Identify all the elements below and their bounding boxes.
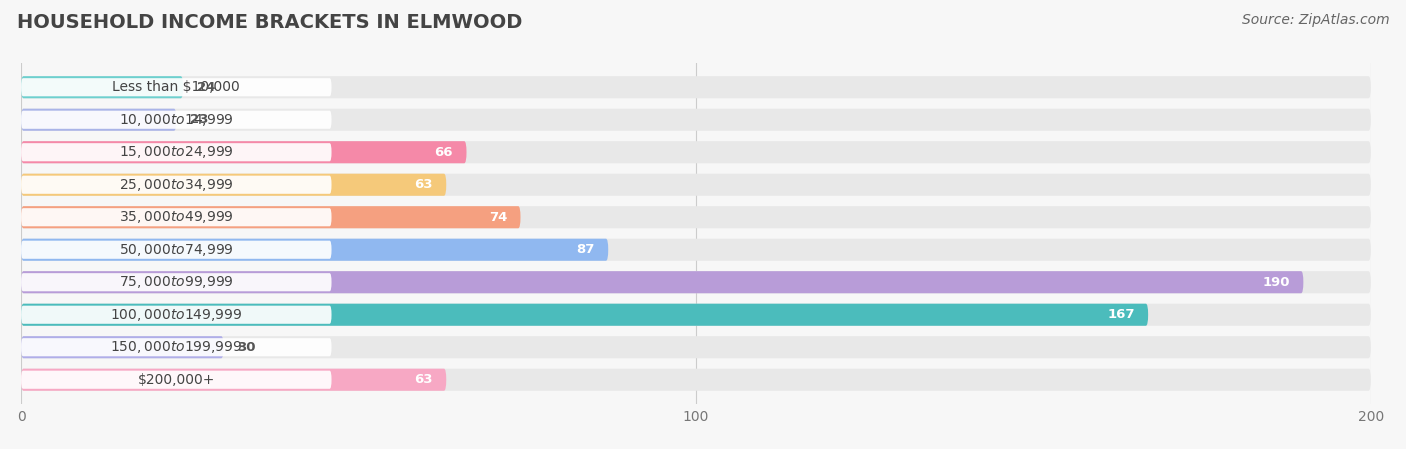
Text: Less than $10,000: Less than $10,000 xyxy=(112,80,240,94)
FancyBboxPatch shape xyxy=(21,304,1149,326)
FancyBboxPatch shape xyxy=(21,239,609,261)
Text: 63: 63 xyxy=(415,373,433,386)
FancyBboxPatch shape xyxy=(21,141,1371,163)
Text: $100,000 to $149,999: $100,000 to $149,999 xyxy=(110,307,242,323)
Text: HOUSEHOLD INCOME BRACKETS IN ELMWOOD: HOUSEHOLD INCOME BRACKETS IN ELMWOOD xyxy=(17,13,522,32)
Text: 167: 167 xyxy=(1107,308,1135,321)
FancyBboxPatch shape xyxy=(21,336,1371,358)
FancyBboxPatch shape xyxy=(21,76,183,98)
Text: 87: 87 xyxy=(576,243,595,256)
FancyBboxPatch shape xyxy=(21,271,1371,293)
FancyBboxPatch shape xyxy=(21,241,332,259)
FancyBboxPatch shape xyxy=(21,76,1371,98)
FancyBboxPatch shape xyxy=(21,206,520,228)
FancyBboxPatch shape xyxy=(21,273,332,291)
Text: 30: 30 xyxy=(238,341,256,354)
FancyBboxPatch shape xyxy=(21,208,332,226)
FancyBboxPatch shape xyxy=(21,176,332,194)
FancyBboxPatch shape xyxy=(21,271,1303,293)
FancyBboxPatch shape xyxy=(21,304,1371,326)
Text: 74: 74 xyxy=(489,211,508,224)
FancyBboxPatch shape xyxy=(21,143,332,161)
Text: $200,000+: $200,000+ xyxy=(138,373,215,387)
Text: $75,000 to $99,999: $75,000 to $99,999 xyxy=(120,274,233,290)
FancyBboxPatch shape xyxy=(21,336,224,358)
FancyBboxPatch shape xyxy=(21,110,332,129)
Text: $25,000 to $34,999: $25,000 to $34,999 xyxy=(120,177,233,193)
Text: 190: 190 xyxy=(1263,276,1289,289)
Text: $15,000 to $24,999: $15,000 to $24,999 xyxy=(120,144,233,160)
Text: 23: 23 xyxy=(190,113,208,126)
FancyBboxPatch shape xyxy=(21,369,1371,391)
Text: $10,000 to $14,999: $10,000 to $14,999 xyxy=(120,112,233,128)
FancyBboxPatch shape xyxy=(21,371,332,389)
Text: $150,000 to $199,999: $150,000 to $199,999 xyxy=(110,339,242,355)
FancyBboxPatch shape xyxy=(21,174,1371,196)
FancyBboxPatch shape xyxy=(21,141,467,163)
Text: 24: 24 xyxy=(197,81,215,94)
Text: $35,000 to $49,999: $35,000 to $49,999 xyxy=(120,209,233,225)
Text: 66: 66 xyxy=(434,146,453,159)
FancyBboxPatch shape xyxy=(21,174,446,196)
FancyBboxPatch shape xyxy=(21,109,1371,131)
Text: 63: 63 xyxy=(415,178,433,191)
FancyBboxPatch shape xyxy=(21,239,1371,261)
FancyBboxPatch shape xyxy=(21,78,332,96)
Text: $50,000 to $74,999: $50,000 to $74,999 xyxy=(120,242,233,258)
FancyBboxPatch shape xyxy=(21,206,1371,228)
FancyBboxPatch shape xyxy=(21,109,176,131)
FancyBboxPatch shape xyxy=(21,338,332,357)
FancyBboxPatch shape xyxy=(21,306,332,324)
Text: Source: ZipAtlas.com: Source: ZipAtlas.com xyxy=(1241,13,1389,27)
FancyBboxPatch shape xyxy=(21,369,446,391)
